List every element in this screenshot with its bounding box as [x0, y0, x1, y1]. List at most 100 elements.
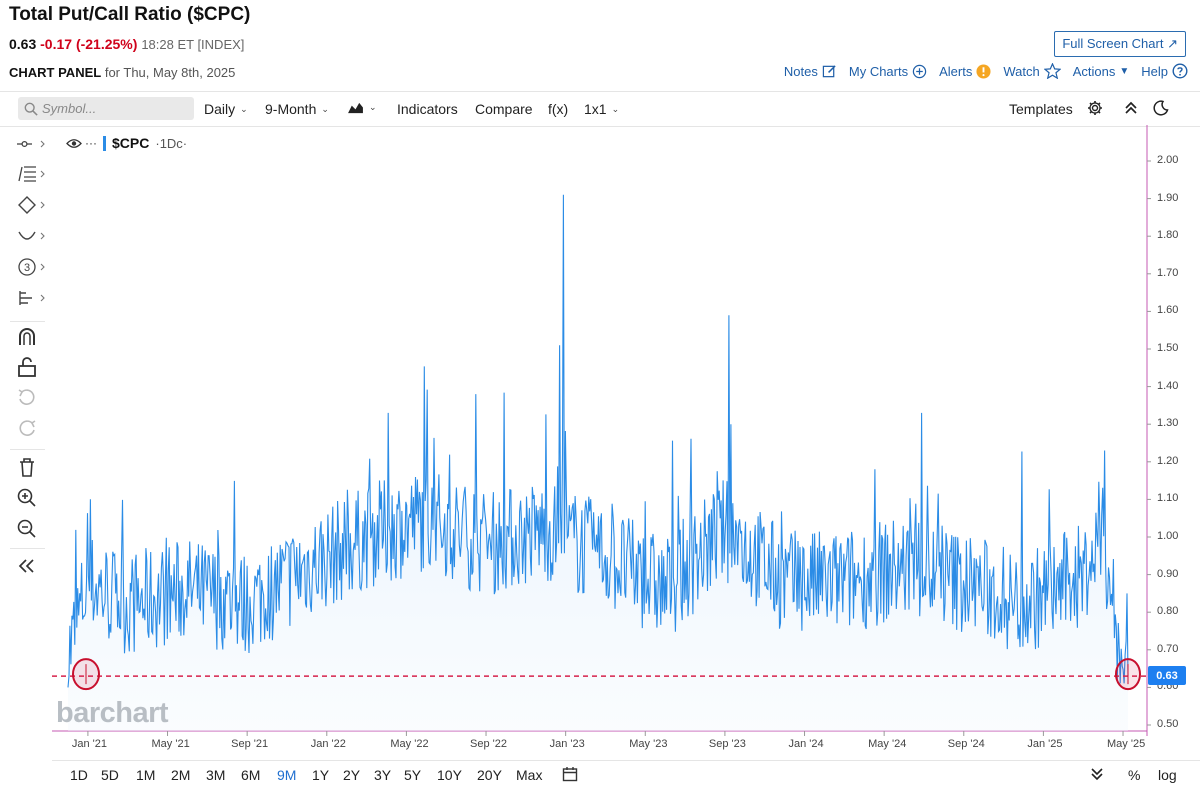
- search-icon: [24, 102, 38, 116]
- range-9m[interactable]: 9M: [277, 767, 297, 783]
- y-tick-label: 1.40: [1157, 379, 1179, 392]
- range-1m[interactable]: 1M: [136, 767, 156, 783]
- chart-type-dropdown[interactable]: ⌄: [347, 101, 377, 114]
- range-10y[interactable]: 10Y: [437, 767, 462, 783]
- function-button[interactable]: f(x): [548, 101, 569, 117]
- collapse-sidebar-button[interactable]: [16, 555, 46, 577]
- range-3m[interactable]: 3M: [206, 767, 226, 783]
- range-2y[interactable]: 2Y: [343, 767, 361, 783]
- settings-button[interactable]: [1087, 100, 1103, 116]
- x-tick-label: Sep '23: [708, 738, 746, 750]
- collapse-button[interactable]: [1124, 100, 1138, 116]
- plus-circle-icon: [912, 64, 927, 78]
- chart-panel-label: CHART PANEL for Thu, May 8th, 2025: [9, 65, 235, 80]
- lock-tool[interactable]: [16, 356, 46, 378]
- y-tick-label: 0.50: [1157, 718, 1179, 730]
- counter-tool[interactable]: 3: [16, 256, 46, 278]
- date-picker-button[interactable]: [562, 766, 578, 785]
- watch-label: Watch: [1003, 63, 1040, 79]
- page-title: Total Put/Call Ratio ($CPC): [9, 4, 251, 25]
- pattern-tool[interactable]: [16, 225, 46, 247]
- external-link-icon: ↗: [1167, 36, 1178, 51]
- delete-button[interactable]: [16, 456, 46, 478]
- y-tick-label: 0.90: [1157, 567, 1179, 580]
- double-chevron-down-icon: [1091, 768, 1103, 781]
- line-tool[interactable]: [16, 133, 46, 155]
- alerts-label: Alerts: [939, 63, 973, 79]
- full-screen-chart-button[interactable]: Full Screen Chart ↗: [1054, 31, 1186, 57]
- range-dropdown[interactable]: 9-Month ⌄: [265, 101, 329, 117]
- layout-dropdown[interactable]: 1x1 ⌄: [584, 101, 619, 117]
- scroll-down-button[interactable]: [1090, 766, 1104, 785]
- price-chart[interactable]: [52, 125, 1200, 736]
- help-link[interactable]: Help: [1141, 63, 1188, 79]
- range-20y[interactable]: 20Y: [477, 767, 502, 783]
- y-tick-label: 1.20: [1157, 454, 1179, 467]
- zoom-in-icon: [17, 488, 36, 507]
- actions-menu[interactable]: Actions ▼: [1073, 64, 1130, 79]
- series-line: [67, 194, 1129, 688]
- y-tick-label: 1.10: [1157, 492, 1179, 505]
- caret-down-icon: ▼: [1119, 65, 1130, 77]
- calendar-icon: [562, 767, 578, 782]
- sidebar-divider: [10, 449, 45, 450]
- x-tick-label: Sep '22: [470, 738, 507, 750]
- period-label: Daily: [204, 101, 236, 117]
- zoom-in-button[interactable]: [16, 486, 46, 508]
- y-tick-label: 1.30: [1157, 417, 1179, 430]
- x-tick-label: Sep '21: [231, 738, 269, 750]
- range-bar: 1D 5D 1M 2M 3M 6M 9M 1Y 2Y 3Y 5Y 10Y 20Y Max % log: [52, 760, 1200, 789]
- symbol-search[interactable]: Symbol...: [18, 97, 194, 120]
- sidebar-divider: [10, 321, 45, 322]
- alerts-link[interactable]: Alerts: [939, 64, 991, 79]
- range-6m[interactable]: 6M: [241, 767, 261, 783]
- range-5d[interactable]: 5D: [101, 767, 119, 783]
- undo-icon: [18, 389, 35, 405]
- y-tick-label: 0.70: [1157, 642, 1179, 655]
- trash-icon: [20, 458, 34, 477]
- redo-button[interactable]: [16, 417, 46, 439]
- range-max[interactable]: Max: [516, 767, 543, 783]
- help-icon: [1172, 63, 1188, 79]
- magnet-tool[interactable]: [16, 326, 46, 348]
- dark-mode-toggle[interactable]: [1153, 100, 1169, 116]
- undo-button[interactable]: [16, 386, 46, 408]
- eye-icon[interactable]: [66, 138, 82, 149]
- zoom-out-button[interactable]: [16, 517, 46, 539]
- fibonacci-tool[interactable]: [16, 163, 46, 185]
- range-1y[interactable]: 1Y: [312, 767, 330, 783]
- shape-tool[interactable]: [16, 194, 46, 216]
- percent-toggle[interactable]: %: [1128, 767, 1141, 783]
- range-5y[interactable]: 5Y: [404, 767, 422, 783]
- y-tick-label: 0.80: [1157, 605, 1179, 618]
- watch-link[interactable]: Watch: [1003, 63, 1061, 79]
- chart-area[interactable]: 2.00 1.90 1.80 1.70 1.60 1.50 1.40 1.30 1.20 1.10…: [52, 125, 1200, 750]
- period-dropdown[interactable]: Daily ⌄: [204, 101, 248, 117]
- more-icon[interactable]: ···: [85, 136, 97, 150]
- x-tick-label: Jan '24: [788, 738, 824, 750]
- barchart-watermark: barchart: [56, 697, 169, 729]
- x-tick-label: Jan '25: [1027, 738, 1063, 750]
- x-tick-label: Jan '22: [310, 738, 346, 750]
- range-1d[interactable]: 1D: [70, 767, 88, 783]
- shape-icon: [18, 196, 45, 214]
- legend-period: ·1Dc·: [155, 135, 188, 151]
- range-3y[interactable]: 3Y: [374, 767, 392, 783]
- measure-tool[interactable]: [16, 287, 46, 309]
- measure-icon: [19, 291, 45, 305]
- x-tick-label: May '22: [390, 738, 429, 750]
- x-tick-label: May '23: [629, 738, 668, 750]
- unlock-icon: [18, 357, 36, 377]
- indicators-button[interactable]: Indicators: [397, 101, 458, 117]
- log-toggle[interactable]: log: [1158, 767, 1177, 783]
- templates-button[interactable]: Templates: [1009, 101, 1073, 117]
- notes-link[interactable]: Notes: [784, 64, 837, 79]
- chevron-down-icon: ⌄: [369, 102, 377, 112]
- svg-text:3: 3: [24, 262, 30, 274]
- last-price: 0.63: [9, 36, 37, 52]
- compare-button[interactable]: Compare: [475, 101, 533, 117]
- x-tick-label: May '24: [868, 738, 907, 750]
- my-charts-link[interactable]: My Charts: [849, 64, 927, 79]
- range-2m[interactable]: 2M: [171, 767, 191, 783]
- x-tick-label: Jan '23: [549, 738, 585, 750]
